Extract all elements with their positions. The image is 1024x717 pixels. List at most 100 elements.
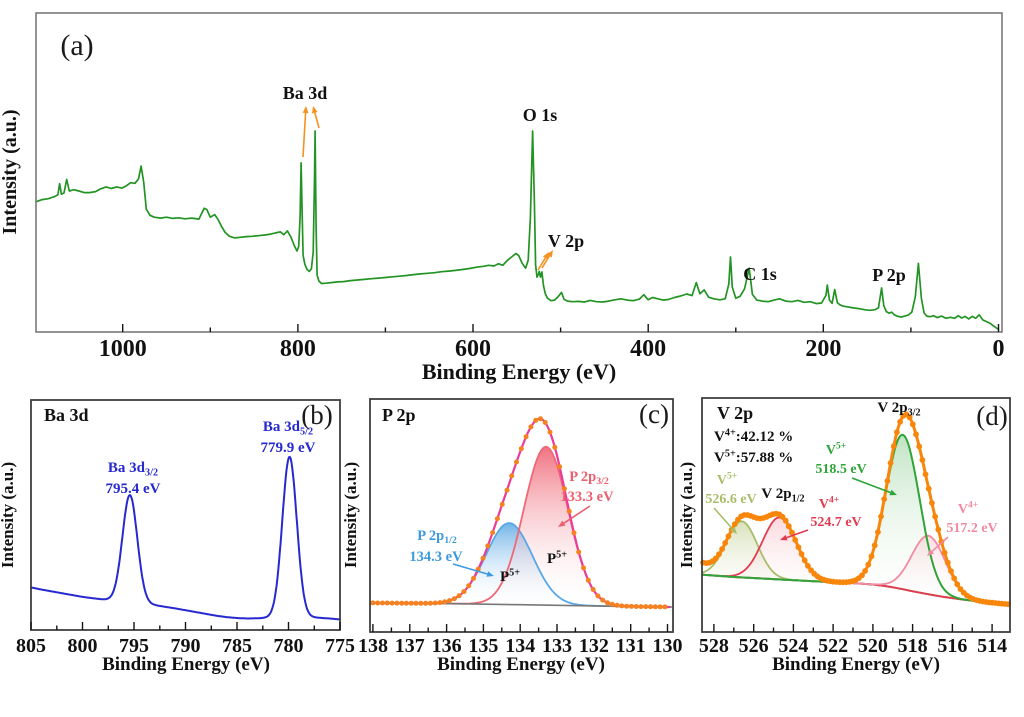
raw-data-dots-point — [394, 600, 400, 606]
raw-data-dots-point — [451, 596, 457, 602]
raw-data-dots-point — [916, 443, 923, 450]
raw-data-dots-point — [571, 530, 577, 536]
survey-spectrum — [35, 130, 1000, 331]
raw-data-dots-point — [389, 600, 395, 606]
raw-data-dots-point — [480, 555, 486, 561]
x-tick-label: 805 — [16, 635, 46, 657]
annotation-arrowhead — [486, 571, 494, 577]
raw-data-dots-point — [935, 526, 942, 533]
annotation-arrow — [314, 112, 320, 129]
x-tick-label: 514 — [977, 635, 1007, 657]
peak-annotation: V 2p — [717, 403, 753, 423]
panel-letter: (a) — [60, 29, 93, 62]
annotation-arrowhead — [730, 526, 737, 534]
raw-data-dots-point — [533, 417, 539, 423]
raw-data-dots-point — [403, 600, 409, 606]
x-axis-title: Binding Energy (eV) — [422, 359, 616, 384]
annotation-arrow — [851, 477, 891, 494]
raw-data-dots-point — [370, 600, 376, 606]
x-tick-label: 516 — [937, 635, 967, 657]
raw-data-dots-point — [628, 603, 634, 609]
annotation-arrowhead — [927, 549, 935, 556]
x-axis-title: Binding Energy (eV) — [437, 654, 605, 675]
raw-data-dots-point — [887, 460, 894, 466]
peak-annotation: 524.7 eV — [810, 515, 861, 530]
panel-letter: (b) — [301, 400, 332, 430]
x-tick-label: 138 — [358, 635, 388, 657]
raw-data-dots-point — [919, 457, 926, 463]
raw-data-dots-point — [657, 604, 663, 610]
raw-data-dots-point — [925, 485, 932, 492]
raw-data-dots-point — [461, 589, 467, 595]
annotation-arrow — [563, 505, 591, 524]
x-tick-label: 775 — [325, 635, 355, 657]
raw-data-dots-point — [557, 464, 563, 470]
raw-data-dots-point — [590, 587, 596, 592]
raw-data-dots-point — [944, 559, 951, 566]
raw-data-dots-point — [652, 604, 658, 610]
raw-data-dots-point — [504, 487, 510, 493]
raw-data-dots-point — [447, 598, 452, 604]
raw-data-dots-point — [789, 529, 795, 536]
raw-data-dots-point — [566, 508, 572, 514]
raw-data-dots-point — [384, 600, 390, 606]
ba3d-spectrum — [30, 455, 341, 621]
x-tick-label: 780 — [274, 635, 304, 657]
peak-annotation: Ba 3d — [44, 405, 89, 425]
raw-data-dots-point — [785, 523, 792, 530]
raw-data-dots-point — [722, 540, 729, 546]
peak-annotation: 517.2 eV — [946, 521, 997, 536]
annotation-arrow — [713, 507, 733, 530]
raw-data-dots-point — [499, 501, 505, 507]
x-tick-label: 400 — [630, 336, 666, 362]
raw-data-dots-point — [413, 600, 419, 606]
raw-data-dots-point — [731, 521, 738, 527]
peak-annotation: V4+ — [958, 501, 978, 517]
panel-b: 805 800 795 790 785 780 775 Binding Energy (eV)… — [0, 399, 355, 675]
raw-data-dots-point — [609, 601, 615, 607]
peak-annotation: P 2p3/2 — [569, 469, 609, 487]
raw-data-dots-point — [585, 577, 591, 583]
raw-data-dots-point — [528, 424, 534, 430]
peak-annotation: Ba 3d — [283, 83, 328, 103]
raw-data-dots-point — [576, 549, 582, 555]
peak-annotation: P 2p — [872, 265, 906, 285]
raw-data-dots-point — [922, 471, 929, 478]
raw-data-dots-point — [437, 600, 443, 606]
peak-annotation: V4+:42.12 % — [714, 427, 793, 445]
peak-annotation: 779.9 eV — [261, 440, 316, 456]
plot-border — [701, 397, 1011, 633]
raw-data-dots-point — [471, 575, 476, 581]
y-axis-title: Intensity (a.u.) — [341, 462, 360, 568]
raw-data-dots-point — [865, 561, 872, 568]
x-tick-label: 133 — [542, 635, 572, 657]
raw-data-dots-point — [456, 593, 462, 599]
raw-data-dots-point — [798, 551, 805, 557]
peak-annotation: 134.3 eV — [409, 549, 463, 565]
annotation-arrowhead — [558, 520, 566, 527]
x-tick-label: 1000 — [99, 336, 147, 362]
panel-c: 138 137 136 135 134 133 132 131 130 Binding Energ… — [341, 398, 682, 675]
x-tick-label: 131 — [616, 635, 646, 657]
plot-border — [35, 12, 1003, 333]
raw-data-dots-point — [716, 551, 722, 558]
x-axis-title: Binding Energy (eV) — [772, 654, 940, 675]
peak-annotation: P5+ — [500, 567, 520, 585]
y-axis-title: Intensity (a.u.) — [0, 109, 21, 234]
annotation-arrowhead — [302, 106, 309, 114]
raw-data-dots-point — [423, 600, 429, 606]
raw-data-dots-point — [938, 538, 945, 545]
raw-data-dots-point — [638, 604, 644, 610]
panel-a: 1000 800 600 400 200 0 Binding Energy (eV) Inte… — [0, 12, 1004, 384]
raw-data-dots-point — [643, 604, 649, 610]
raw-data-dots-point — [494, 516, 500, 522]
raw-data-dots-point — [894, 429, 900, 436]
raw-data-dots-point — [547, 429, 553, 435]
raw-data-dots-point — [662, 604, 668, 610]
plot-border — [369, 398, 674, 633]
x-tick-label: 137 — [395, 635, 425, 657]
x-tick-label: 520 — [858, 635, 888, 657]
peak-annotation: 526.6 eV — [705, 492, 756, 507]
